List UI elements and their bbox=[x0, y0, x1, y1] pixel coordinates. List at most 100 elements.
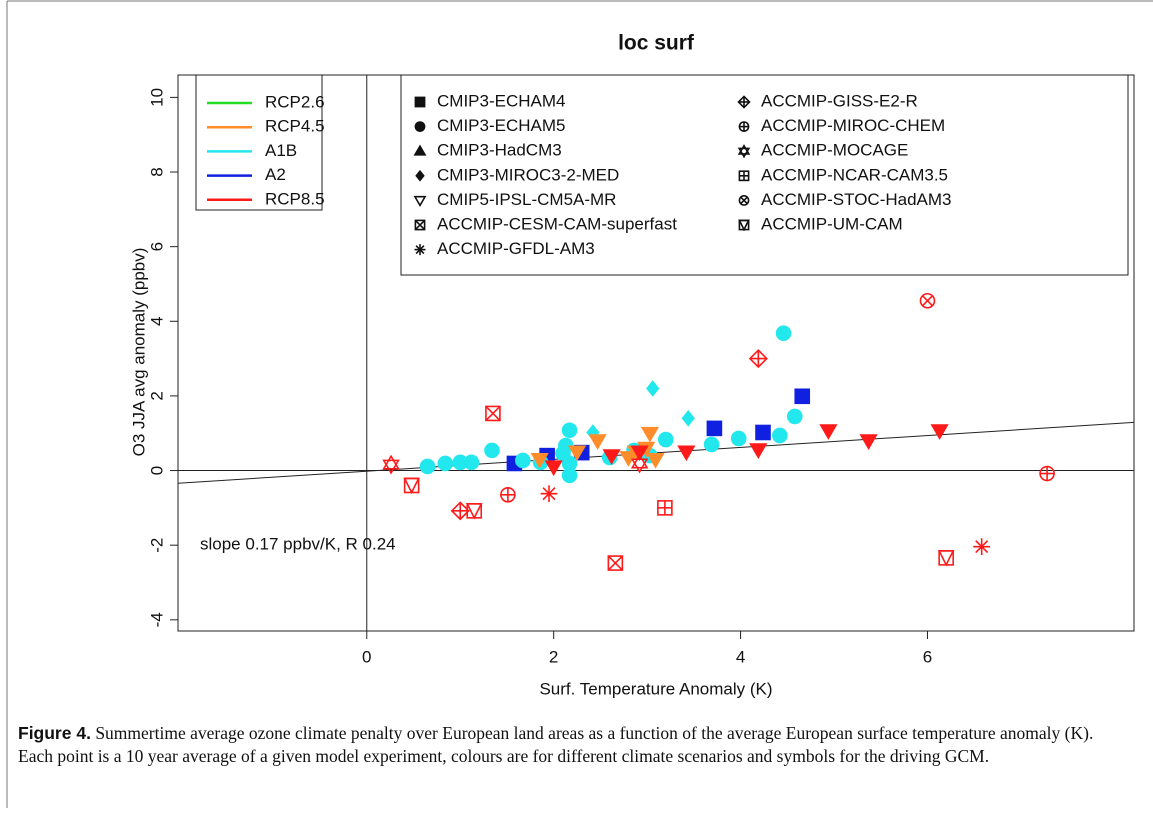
marker-shape bbox=[755, 424, 771, 441]
legend-label: ACCMIP-NCAR-CAM3.5 bbox=[761, 165, 948, 184]
marker-shape bbox=[544, 460, 563, 477]
marker bbox=[500, 486, 516, 503]
marker-shape bbox=[403, 477, 420, 494]
marker bbox=[413, 195, 427, 208]
marker bbox=[730, 430, 747, 447]
marker bbox=[646, 380, 660, 397]
marker-shape bbox=[413, 144, 427, 156]
marker-shape bbox=[630, 458, 649, 474]
marker bbox=[463, 454, 480, 471]
scenario-legend-box bbox=[195, 74, 323, 211]
marker bbox=[450, 501, 470, 521]
y-tick-label: 10 bbox=[147, 88, 166, 107]
marker bbox=[738, 121, 750, 132]
marker-stroke bbox=[607, 555, 623, 571]
legend-label: ACCMIP-GFDL-AM3 bbox=[437, 239, 595, 258]
marker bbox=[419, 458, 436, 475]
marker bbox=[658, 431, 674, 448]
marker-shape bbox=[484, 442, 500, 459]
marker-shape bbox=[786, 408, 803, 425]
marker bbox=[640, 426, 660, 443]
y-tick-label: -2 bbox=[147, 538, 166, 553]
caption-text: Summertime average ozone climate penalty… bbox=[18, 723, 1094, 766]
marker bbox=[607, 555, 624, 571]
legend-label: CMIP3-MIROC3-2-MED bbox=[437, 165, 619, 184]
marker bbox=[415, 169, 425, 182]
marker bbox=[515, 452, 531, 469]
marker-shape bbox=[607, 555, 624, 571]
marker-shape bbox=[561, 467, 578, 484]
legend-label: ACCMIP-STOC-HadAM3 bbox=[761, 190, 952, 209]
marker bbox=[738, 219, 750, 232]
marker bbox=[561, 422, 578, 439]
marker-shape bbox=[382, 454, 400, 470]
marker bbox=[413, 144, 427, 156]
marker bbox=[859, 434, 878, 450]
legend-label: CMIP3-ECHAM4 bbox=[437, 91, 565, 110]
model-legend-box bbox=[400, 74, 1129, 276]
marker-stroke bbox=[415, 245, 425, 255]
marker-shape bbox=[414, 219, 426, 231]
marker bbox=[681, 410, 695, 427]
marker bbox=[706, 420, 723, 437]
marker-shape bbox=[515, 452, 531, 469]
y-tick-label: 8 bbox=[147, 167, 166, 176]
marker-shape bbox=[749, 443, 768, 459]
marker-shape bbox=[630, 453, 649, 469]
marker bbox=[772, 427, 788, 444]
y-tick-label: 6 bbox=[147, 242, 166, 251]
marker-shape bbox=[919, 292, 936, 309]
marker bbox=[1039, 465, 1055, 482]
legend-label: ACCMIP-MOCAGE bbox=[761, 141, 908, 160]
marker bbox=[819, 424, 838, 440]
legend-label: CMIP3-ECHAM5 bbox=[437, 116, 565, 135]
x-tick-label: 2 bbox=[549, 647, 558, 666]
marker-shape bbox=[530, 452, 549, 469]
marker-stroke bbox=[922, 295, 933, 307]
y-axis-label: O3 JJA avg anomaly (ppbv) bbox=[129, 248, 148, 457]
y-tick-label: 2 bbox=[147, 391, 166, 400]
marker bbox=[414, 244, 426, 256]
marker-shape bbox=[937, 550, 955, 567]
marker bbox=[414, 121, 426, 132]
marker-shape bbox=[567, 445, 587, 462]
marker bbox=[561, 467, 578, 484]
legend-label: A2 bbox=[265, 165, 286, 184]
legend-label: ACCMIP-CESM-CAM-superfast bbox=[437, 214, 677, 233]
marker-shape bbox=[775, 325, 792, 342]
caption-label: Figure 4. bbox=[18, 723, 91, 743]
legend-label: CMIP3-HadCM3 bbox=[437, 141, 562, 160]
marker-shape bbox=[703, 436, 720, 453]
legend-label: RCP8.5 bbox=[265, 189, 325, 208]
marker bbox=[403, 477, 420, 495]
marker bbox=[544, 460, 563, 477]
marker-shape bbox=[772, 427, 788, 444]
marker bbox=[414, 96, 426, 108]
marker bbox=[657, 500, 673, 516]
marker-shape bbox=[485, 405, 501, 422]
marker-shape bbox=[413, 195, 427, 208]
marker bbox=[630, 453, 649, 474]
marker-shape bbox=[738, 219, 750, 232]
marker-shape bbox=[737, 147, 751, 159]
marker-shape bbox=[414, 121, 426, 132]
marker bbox=[786, 408, 803, 425]
marker bbox=[794, 388, 811, 405]
marker-shape bbox=[561, 422, 578, 439]
marker bbox=[973, 538, 991, 556]
marker bbox=[749, 443, 768, 459]
marker-shape bbox=[419, 458, 436, 475]
marker-shape bbox=[463, 454, 480, 471]
marker-shape bbox=[414, 96, 426, 108]
legend-label: ACCMIP-UM-CAM bbox=[761, 214, 903, 233]
marker-stroke bbox=[485, 405, 501, 422]
x-tick-label: 6 bbox=[923, 647, 932, 666]
marker-shape bbox=[938, 550, 954, 566]
legend-label: A1B bbox=[265, 141, 297, 160]
marker-shape bbox=[677, 445, 696, 462]
legend-label: ACCMIP-GISS-E2-R bbox=[761, 91, 918, 110]
marker-stroke bbox=[542, 487, 556, 501]
marker bbox=[755, 424, 771, 441]
marker bbox=[382, 454, 400, 475]
marker-shape bbox=[646, 380, 660, 397]
